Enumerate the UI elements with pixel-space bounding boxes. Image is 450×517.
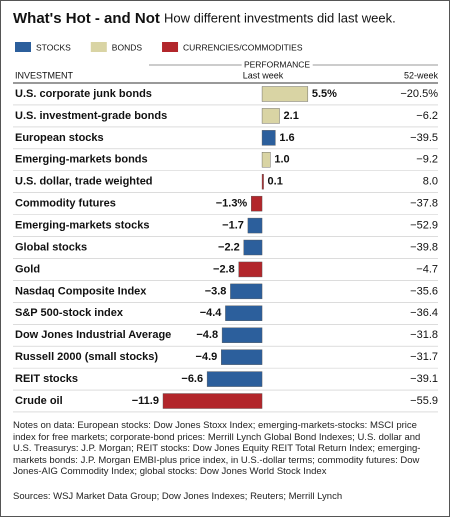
row-label: U.S. corporate junk bonds (15, 88, 152, 100)
value-label: 2.1 (284, 110, 299, 122)
row-label: Emerging-markets bonds (15, 154, 148, 166)
week52-value: −39.5 (410, 132, 438, 144)
row-label: Gold (15, 263, 40, 275)
week52-value: −35.6 (410, 285, 438, 297)
legend-swatch (90, 42, 107, 52)
bar (230, 283, 263, 300)
bar (247, 217, 263, 234)
value-label: −1.3% (216, 198, 248, 210)
week52-value: −39.1 (410, 373, 438, 385)
legend-swatch (162, 42, 179, 52)
row-label: REIT stocks (15, 373, 78, 385)
chart: What's Hot - and Not How different inves… (13, 10, 439, 413)
row-label: Global stocks (15, 241, 87, 253)
row-label: Dow Jones Industrial Average (15, 329, 171, 341)
row-label: Commodity futures (15, 198, 116, 210)
bar (261, 108, 280, 124)
row-label: Nasdaq Composite Index (15, 285, 147, 297)
performance-header: PERFORMANCE (244, 59, 310, 69)
investment-header: INVESTMENT (15, 70, 74, 80)
row-label: European stocks (15, 132, 104, 144)
bar (261, 130, 276, 146)
week52-value: −9.2 (416, 154, 438, 166)
value-label: −3.8 (205, 285, 227, 297)
week52-value: −37.8 (410, 198, 438, 210)
bar (221, 327, 263, 343)
value-label: −1.7 (222, 219, 244, 231)
bar (261, 152, 271, 168)
week52-value: −20.5% (400, 88, 438, 100)
week52-value: −36.4 (410, 307, 438, 319)
legend-label: BONDS (112, 42, 143, 52)
week52-value: −55.9 (410, 395, 438, 407)
row-label: Emerging-markets stocks (15, 219, 150, 231)
chart-title: What's Hot - and Not (13, 10, 160, 27)
bar (261, 174, 264, 190)
sources: Sources: WSJ Market Data Group; Dow Jone… (13, 491, 343, 502)
value-label: −2.2 (218, 241, 240, 253)
value-label: 1.6 (279, 132, 294, 144)
value-label: 0.1 (268, 176, 283, 188)
row-label: Crude oil (15, 395, 63, 407)
legend-label: STOCKS (36, 42, 71, 52)
value-label: 5.5% (312, 88, 337, 100)
row-label: Russell 2000 (small stocks) (15, 351, 158, 363)
legend-swatch (15, 42, 31, 52)
week52-value: −52.9 (410, 219, 438, 231)
value-label: −4.4 (200, 307, 223, 319)
bar (162, 393, 263, 409)
value-label: −4.8 (196, 329, 218, 341)
week52-value: −31.8 (410, 329, 438, 341)
value-label: −6.6 (181, 373, 203, 385)
bar (206, 371, 263, 387)
bar (243, 239, 263, 256)
week52-value: −4.7 (416, 263, 438, 275)
row-label: U.S. dollar, trade weighted (15, 176, 153, 188)
week52-value: −39.8 (410, 241, 438, 253)
bar (225, 305, 263, 321)
week52-value: 8.0 (423, 176, 438, 188)
row-label: S&P 500-stock index (15, 307, 124, 319)
notes: Notes on data: European stocks: Dow Jone… (13, 420, 421, 477)
row-label: U.S. investment-grade bonds (15, 110, 167, 122)
value-label: 1.0 (274, 154, 289, 166)
week52-value: −31.7 (410, 351, 438, 363)
chart-subtitle: How different investments did last week. (164, 10, 396, 25)
value-label: −11.9 (132, 395, 159, 407)
week52-header: 52-week (404, 70, 439, 80)
bar (261, 86, 309, 102)
legend-label: CURRENCIES/COMMODITIES (183, 42, 303, 52)
bar (251, 195, 263, 212)
bar (238, 261, 263, 278)
value-label: −2.8 (213, 263, 235, 275)
last-week-header: Last week (243, 70, 284, 80)
bar (221, 349, 263, 365)
week52-value: −6.2 (416, 110, 438, 122)
value-label: −4.9 (196, 351, 218, 363)
